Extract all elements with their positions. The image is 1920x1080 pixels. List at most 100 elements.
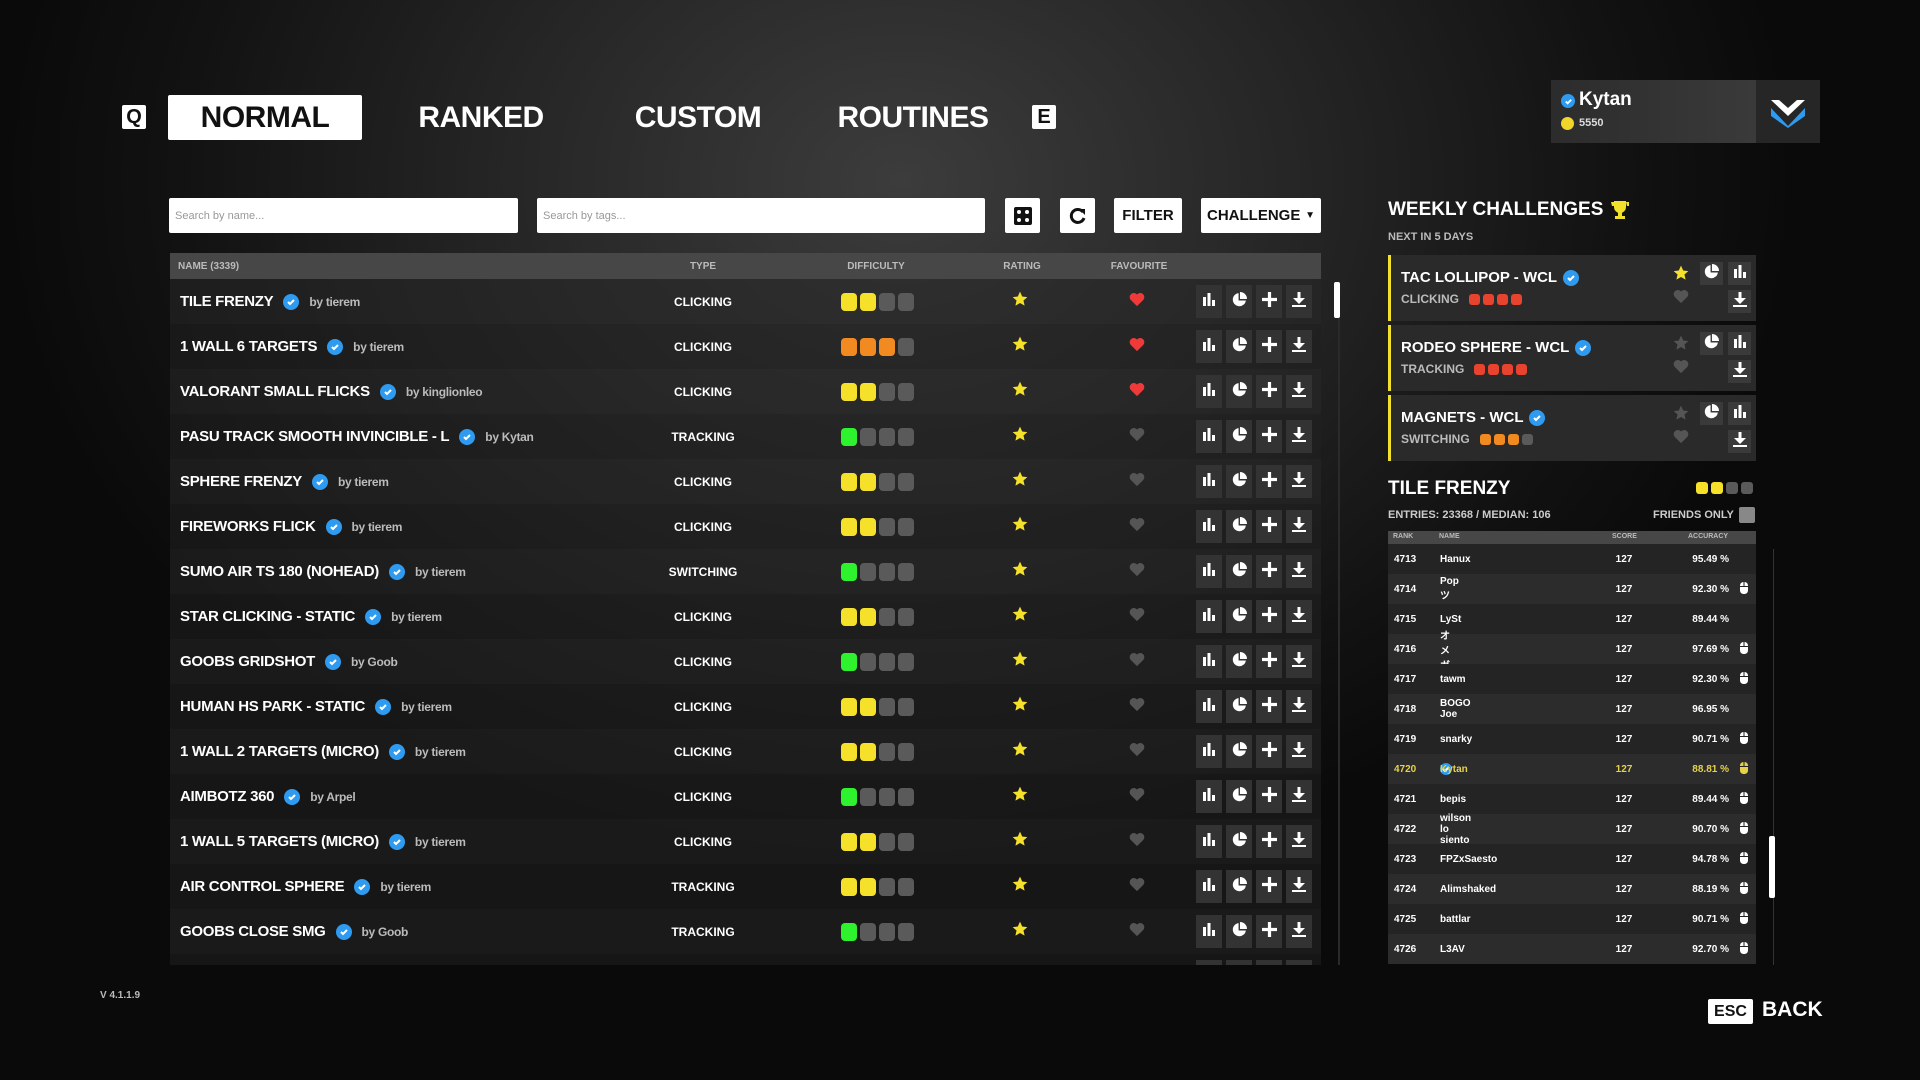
- plus-button[interactable]: [1256, 960, 1282, 965]
- col-type[interactable]: TYPE: [689, 260, 717, 272]
- download-button[interactable]: [1286, 915, 1312, 948]
- pie-chart-button[interactable]: [1700, 402, 1723, 425]
- plus-button[interactable]: [1256, 465, 1282, 498]
- scenario-name[interactable]: GOOBS CLOSE SMG: [180, 923, 326, 940]
- leaderboard-row[interactable]: 4719 snarky 127 90.71 %: [1388, 724, 1756, 754]
- scenario-author[interactable]: by kinglionleo: [405, 384, 483, 399]
- download-button[interactable]: [1286, 510, 1312, 543]
- download-button[interactable]: [1286, 690, 1312, 723]
- scenario-author[interactable]: by tierem: [380, 879, 431, 894]
- pie-chart-button[interactable]: [1226, 330, 1252, 363]
- pie-chart-button[interactable]: [1226, 465, 1252, 498]
- stats-button[interactable]: [1196, 915, 1222, 948]
- weekly-challenge-card[interactable]: MAGNETS - WCL SWITCHING: [1388, 395, 1756, 461]
- download-button[interactable]: [1286, 870, 1312, 903]
- table-row[interactable]: GOOBS GRIDSHOT by Goob CLICKING: [170, 639, 1321, 684]
- plus-button[interactable]: [1256, 600, 1282, 633]
- stats-button[interactable]: [1196, 330, 1222, 363]
- stats-button[interactable]: [1196, 285, 1222, 318]
- scenario-name[interactable]: PASU TRACK SMOOTH INVINCIBLE - L: [180, 428, 450, 445]
- download-button[interactable]: [1728, 290, 1751, 313]
- pie-chart-button[interactable]: [1226, 735, 1252, 768]
- tab-ranked[interactable]: RANKED: [418, 100, 544, 134]
- table-row[interactable]: 1 WALL 5 TARGETS (MICRO) by tierem CLICKIN…: [170, 819, 1321, 864]
- pie-chart-button[interactable]: [1226, 870, 1252, 903]
- pie-chart-button[interactable]: [1700, 332, 1723, 355]
- table-row[interactable]: TILE FRENZY by tierem CLICKING: [170, 279, 1321, 324]
- scenario-author[interactable]: by tierem: [414, 744, 466, 759]
- download-button[interactable]: [1286, 420, 1312, 453]
- stats-button[interactable]: [1728, 332, 1751, 355]
- scenario-name[interactable]: 1 WALL 2 TARGETS (MICRO): [180, 743, 379, 760]
- scenario-author[interactable]: by tierem: [391, 609, 442, 624]
- leaderboard-row[interactable]: 4720 Kytan 127 88.81 %: [1388, 754, 1756, 784]
- plus-button[interactable]: [1256, 330, 1282, 363]
- pie-chart-button[interactable]: [1226, 555, 1252, 588]
- scenario-name[interactable]: TILE FRENZY: [180, 293, 274, 310]
- leaderboard-row[interactable]: 4716オメガ12797.69 %: [1388, 631, 1756, 672]
- scenario-author[interactable]: by Goob: [361, 924, 409, 939]
- leaderboard-row[interactable]: 4722 wilson lo siento 127 90.70 %: [1388, 813, 1756, 846]
- scenario-author[interactable]: by tierem: [414, 834, 466, 849]
- col-difficulty[interactable]: DIFFICULTY: [847, 260, 905, 272]
- stats-button[interactable]: [1196, 690, 1222, 723]
- stats-button[interactable]: [1196, 735, 1222, 768]
- stats-button[interactable]: [1728, 262, 1751, 285]
- download-button[interactable]: [1286, 285, 1312, 318]
- esc-key[interactable]: ESC: [1708, 999, 1753, 1024]
- scenario-name[interactable]: FIREWORKS FLICK: [180, 518, 316, 535]
- plus-button[interactable]: [1256, 375, 1282, 408]
- favourite-heart-icon[interactable]: [1129, 697, 1145, 717]
- stats-button[interactable]: [1196, 465, 1222, 498]
- download-button[interactable]: [1286, 960, 1312, 965]
- profile-card[interactable]: Kytan 5550: [1551, 80, 1756, 143]
- plus-button[interactable]: [1256, 825, 1282, 858]
- rating-star-icon[interactable]: [1673, 265, 1689, 286]
- table-row[interactable]: FIREWORKS FLICK by tierem CLICKING: [170, 504, 1321, 549]
- favourite-heart-icon[interactable]: [1673, 289, 1689, 309]
- rating-star-icon[interactable]: [1012, 786, 1028, 807]
- pie-chart-button[interactable]: [1700, 262, 1723, 285]
- rating-star-icon[interactable]: [1012, 741, 1028, 762]
- scenario-author[interactable]: by tierem: [309, 294, 361, 309]
- scenario-author[interactable]: by tierem: [337, 474, 389, 489]
- scenario-name[interactable]: GOOBS GRIDSHOT: [180, 653, 315, 670]
- pie-chart-button[interactable]: [1226, 510, 1252, 543]
- table-row[interactable]: PASU TRACK SMOOTH INVINCIBLE - L by Kytan…: [170, 414, 1321, 459]
- rating-star-icon[interactable]: [1012, 336, 1028, 357]
- table-row[interactable]: SPHERE FRENZY by tierem CLICKING: [170, 459, 1321, 504]
- rating-star-icon[interactable]: [1012, 876, 1028, 897]
- scenario-name[interactable]: SUMO AIR TS 180 (NOHEAD): [180, 563, 379, 580]
- table-row[interactable]: 1 WALL 2 TARGETS (MICRO) by tierem CLICKIN…: [170, 729, 1321, 774]
- plus-button[interactable]: [1256, 645, 1282, 678]
- next-tab-key[interactable]: E: [1032, 105, 1056, 129]
- favourite-heart-icon[interactable]: [1673, 429, 1689, 449]
- download-button[interactable]: [1286, 735, 1312, 768]
- rating-star-icon[interactable]: [1012, 381, 1028, 402]
- weekly-challenge-card[interactable]: TAC LOLLIPOP - WCL CLICKING: [1388, 255, 1756, 321]
- filter-button[interactable]: FILTER: [1114, 198, 1182, 233]
- leaderboard-row[interactable]: 4721 bepis 127 89.44 %: [1388, 784, 1756, 814]
- leaderboard-row[interactable]: 4717 tawm 127 92.30 %: [1388, 664, 1756, 694]
- table-row[interactable]: STAR CLICKING - STATIC by tierem CLICKING: [170, 594, 1321, 639]
- search-by-tags-input[interactable]: [537, 198, 985, 233]
- leaderboard-row[interactable]: 4724 Alimshaked 127 88.19 %: [1388, 874, 1756, 904]
- favourite-heart-icon[interactable]: [1129, 382, 1145, 402]
- favourite-heart-icon[interactable]: [1129, 427, 1145, 447]
- pie-chart-button[interactable]: [1226, 960, 1252, 965]
- stats-button[interactable]: [1196, 420, 1222, 453]
- download-button[interactable]: [1286, 645, 1312, 678]
- scenario-author[interactable]: by tierem: [401, 699, 452, 714]
- rating-star-icon[interactable]: [1012, 651, 1028, 672]
- pie-chart-button[interactable]: [1226, 780, 1252, 813]
- pie-chart-button[interactable]: [1226, 285, 1252, 318]
- download-button[interactable]: [1286, 330, 1312, 363]
- weekly-challenge-card[interactable]: RODEO SPHERE - WCL TRACKING: [1388, 325, 1756, 391]
- leaderboard-row[interactable]: 4714 Popツ 127 92.30 %: [1388, 574, 1756, 604]
- col-name[interactable]: NAME (3339): [178, 260, 240, 272]
- stats-button[interactable]: [1196, 555, 1222, 588]
- scenario-name[interactable]: AIMBOTZ 360: [180, 788, 275, 805]
- app-logo[interactable]: [1756, 80, 1820, 143]
- favourite-heart-icon[interactable]: [1129, 742, 1145, 762]
- table-row[interactable]: 1 WALL 6 TARGETS by tierem CLICKING: [170, 324, 1321, 369]
